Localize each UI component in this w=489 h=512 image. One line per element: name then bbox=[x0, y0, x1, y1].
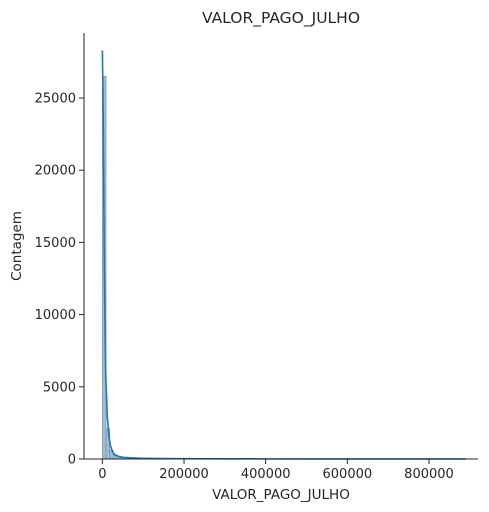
kde-curve bbox=[101, 50, 466, 460]
y-tick-label: 0 bbox=[68, 453, 76, 468]
y-tick-label: 25000 bbox=[35, 91, 76, 106]
y-tick-label: 15000 bbox=[35, 236, 76, 251]
x-tick-label: 600000 bbox=[323, 467, 373, 482]
y-tick-label: 10000 bbox=[35, 308, 76, 323]
chart-title: VALOR_PAGO_JULHO bbox=[202, 9, 360, 28]
y-tick-label: 20000 bbox=[35, 164, 76, 179]
histogram-bars bbox=[102, 76, 162, 460]
x-axis-ticks: 0 200000 400000 600000 800000 bbox=[98, 459, 454, 482]
x-tick-label: 800000 bbox=[404, 467, 454, 482]
x-tick-label: 200000 bbox=[159, 467, 209, 482]
x-axis-label: VALOR_PAGO_JULHO bbox=[212, 487, 350, 503]
y-tick-label: 5000 bbox=[43, 380, 76, 395]
y-axis-ticks: 0 5000 10000 15000 20000 25000 bbox=[35, 91, 84, 468]
x-tick-label: 400000 bbox=[241, 467, 291, 482]
x-tick-label: 0 bbox=[98, 467, 106, 482]
y-axis-label: Contagem bbox=[9, 211, 25, 281]
